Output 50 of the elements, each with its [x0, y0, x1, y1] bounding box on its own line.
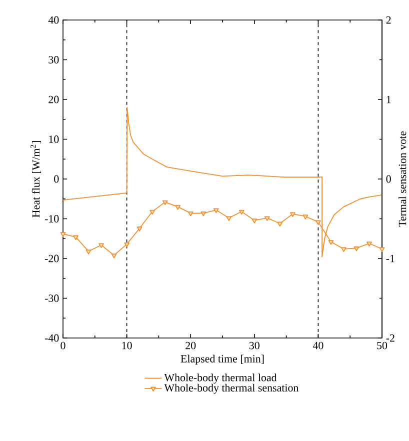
- point: [150, 210, 156, 215]
- point: [124, 242, 130, 248]
- point: [111, 254, 117, 258]
- y-tick-label: 20: [48, 96, 59, 104]
- legend-label: Whole-body thermal sensation: [164, 384, 299, 394]
- y2-tick-label: -1: [386, 254, 394, 262]
- y-tick-label: 40: [48, 16, 59, 24]
- point: [238, 210, 244, 215]
- point: [277, 222, 283, 227]
- point: [341, 247, 346, 252]
- point: [200, 211, 206, 216]
- point: [328, 240, 334, 245]
- point: [162, 200, 168, 206]
- x-axis-title: Elapsed time [min]: [180, 354, 264, 365]
- x-tick-label: 30: [249, 342, 260, 350]
- point: [316, 220, 321, 225]
- point: [175, 205, 181, 210]
- x-tick-label: 40: [312, 342, 324, 350]
- legend-label: Whole-body thermal load: [164, 374, 277, 384]
- y2-tick-label: 0: [386, 175, 391, 183]
- x-tick-label: 20: [186, 342, 196, 350]
- point: [98, 243, 104, 248]
- point: [264, 216, 270, 221]
- y2-axis-title: Termal sensation vote: [398, 131, 406, 227]
- x-tick-label: 10: [122, 342, 132, 350]
- y-tick-label: 10: [49, 136, 59, 143]
- y-tick-label: -40: [44, 334, 59, 342]
- y2-tick-label: 2: [386, 16, 391, 24]
- point: [188, 211, 194, 216]
- y-tick-label: -20: [44, 254, 59, 262]
- line-series: [63, 107, 382, 258]
- y-tick-label: -30: [44, 294, 59, 302]
- point: [226, 216, 232, 221]
- point: [136, 226, 142, 232]
- y-axis-title: Heat flux [W/m$^{2}$]: [30, 141, 42, 218]
- y-tick-label: 0: [54, 175, 59, 183]
- point: [252, 218, 258, 224]
- x-tick-label: 50: [377, 342, 388, 350]
- point: [73, 235, 78, 240]
- x-tick-label: 0: [60, 342, 66, 350]
- point: [354, 246, 360, 252]
- point: [213, 208, 219, 214]
- y-tick-label: 30: [48, 56, 59, 64]
- y2-tick-label: -2: [386, 334, 394, 342]
- point: [302, 214, 308, 220]
- point: [366, 242, 372, 246]
- point: [290, 212, 296, 218]
- y-tick-label: -10: [44, 215, 59, 222]
- y2-tick-label: 1: [386, 96, 391, 104]
- point: [86, 250, 92, 254]
